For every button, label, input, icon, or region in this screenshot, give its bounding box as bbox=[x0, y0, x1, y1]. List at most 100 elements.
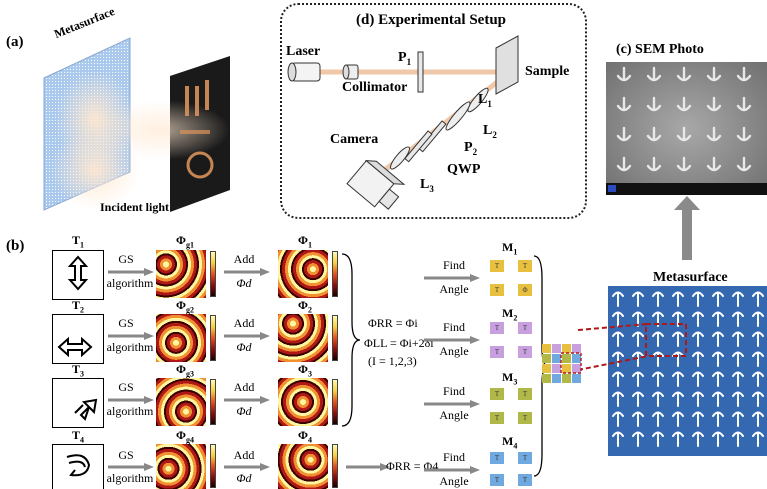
arrow-add-1 bbox=[224, 268, 270, 276]
double-arrow-horizontal-icon bbox=[57, 336, 93, 358]
arrow-gs-1 bbox=[108, 268, 154, 276]
colorbar-g4 bbox=[210, 444, 216, 488]
algorithm-label-1: algorithm bbox=[106, 276, 154, 290]
phi-d-label-1: Φd bbox=[236, 276, 252, 290]
colorbar-g3 bbox=[210, 379, 216, 425]
brace-left bbox=[341, 253, 360, 427]
arrow-phi4 bbox=[346, 463, 390, 471]
p1-label: P1 bbox=[398, 50, 412, 67]
setup-dotted-box bbox=[280, 3, 587, 219]
metasurface-right-label: Metasurface bbox=[653, 270, 728, 285]
double-arrow-diagonal-icon bbox=[74, 398, 98, 421]
arrow-find-2 bbox=[424, 336, 480, 344]
target-t2-label: T2 bbox=[72, 298, 85, 315]
equation-rr: ΦRR = Φi bbox=[368, 316, 418, 330]
phase-2-label: Φ2 bbox=[298, 298, 312, 315]
add-label-1: Add bbox=[233, 252, 255, 266]
phase-g1-label: Φg1 bbox=[176, 233, 194, 250]
m2-square-a: T bbox=[490, 322, 504, 334]
arrow-add-4 bbox=[224, 463, 270, 471]
brace-right bbox=[533, 255, 548, 477]
metasurface-array bbox=[608, 286, 767, 456]
arrow-gs-4 bbox=[108, 463, 154, 471]
arrow-gs-2 bbox=[108, 332, 154, 340]
sample-label: Sample bbox=[525, 64, 570, 79]
phi-d-label-2: Φd bbox=[236, 340, 252, 354]
panel-a-illustration bbox=[43, 37, 230, 212]
combined-mosaic bbox=[542, 344, 582, 383]
m4-square-a: T bbox=[490, 452, 504, 464]
find-label-4: Find bbox=[442, 450, 465, 464]
gs-label-4: GS bbox=[118, 448, 134, 462]
algorithm-label-4: algorithm bbox=[106, 471, 154, 485]
arrow-find-4 bbox=[424, 466, 480, 474]
arrow-gs-3 bbox=[108, 396, 154, 404]
add-label-4: Add bbox=[233, 448, 255, 462]
incident-light-label: Incident light bbox=[100, 200, 170, 214]
phase-g3-label: Φg3 bbox=[176, 362, 194, 379]
target-t1-label: T1 bbox=[72, 233, 85, 250]
phi-d-label-3: Φd bbox=[236, 404, 252, 418]
sem-pattern bbox=[606, 66, 767, 195]
colorbar-g2 bbox=[210, 315, 216, 361]
m1-square-a: T bbox=[490, 260, 504, 272]
phase-map-g3 bbox=[156, 378, 206, 426]
phase-map-g2 bbox=[156, 314, 206, 362]
angle-label-4: Angle bbox=[439, 474, 469, 488]
polarizer-p1-icon bbox=[417, 51, 424, 93]
m4-label: M4 bbox=[502, 434, 518, 451]
phase-map-3 bbox=[278, 378, 328, 426]
colorbar-g1 bbox=[210, 251, 216, 297]
target-t1-box bbox=[52, 250, 104, 300]
equation-index: (I = 1,2,3) bbox=[368, 354, 417, 368]
lens-l1-icon bbox=[467, 87, 489, 113]
algorithm-label-2: algorithm bbox=[106, 340, 154, 354]
phase-map-g4 bbox=[156, 444, 206, 489]
laser-label: Laser bbox=[286, 44, 321, 59]
laser-icon bbox=[287, 62, 321, 82]
target-t4-box bbox=[52, 444, 104, 489]
add-label-3: Add bbox=[233, 380, 255, 394]
m4-square-c: T bbox=[490, 474, 504, 486]
zoom-lines bbox=[577, 323, 649, 371]
target-t3-box bbox=[52, 378, 104, 428]
gs-label-1: GS bbox=[118, 252, 134, 266]
m3-square-a: T bbox=[490, 388, 504, 400]
sem-photo bbox=[606, 62, 767, 195]
m3-square-c: T bbox=[490, 412, 504, 424]
angle-label-3: Angle bbox=[439, 408, 469, 422]
colorbar-4 bbox=[332, 444, 338, 488]
phase-4-label: Φ4 bbox=[298, 428, 312, 445]
m2-square-b: T bbox=[518, 322, 532, 334]
up-arrow-icon bbox=[674, 196, 700, 260]
colorbar-1 bbox=[332, 251, 338, 297]
find-label-3: Find bbox=[442, 384, 465, 398]
arrow-find-1 bbox=[424, 274, 480, 282]
find-label-2: Find bbox=[442, 320, 465, 334]
sample-icon bbox=[495, 35, 519, 95]
m1-square-d: Φ bbox=[518, 284, 532, 296]
panel-b-label: (b) bbox=[6, 238, 25, 254]
lens-l3-icon bbox=[389, 146, 411, 170]
camera-icon bbox=[346, 159, 406, 210]
phase-g2-label: Φg2 bbox=[176, 298, 194, 315]
target-t3-label: T3 bbox=[72, 362, 85, 379]
m4-square-b: T bbox=[518, 452, 532, 464]
setup-illustration bbox=[287, 35, 519, 210]
angle-label-2: Angle bbox=[439, 344, 469, 358]
phase-1-label: Φ1 bbox=[298, 233, 312, 250]
target-t2-box bbox=[52, 314, 104, 364]
algorithm-label-3: algorithm bbox=[106, 404, 154, 418]
m3-square-d: T bbox=[518, 412, 532, 424]
qwp-icon bbox=[404, 130, 433, 163]
panel-c-label: (c) SEM Photo bbox=[616, 42, 704, 57]
collimator-label: Collimator bbox=[342, 80, 408, 95]
lens-l2-icon bbox=[445, 101, 471, 131]
m2-square-c: T bbox=[490, 346, 504, 358]
m1-label: M1 bbox=[502, 240, 518, 257]
phase-g4-label: Φg4 bbox=[176, 428, 194, 445]
m1-square-c: T bbox=[490, 284, 504, 296]
phase-map-1 bbox=[278, 250, 328, 298]
arrow-add-2 bbox=[224, 332, 270, 340]
p2-label: P2 bbox=[464, 140, 478, 157]
